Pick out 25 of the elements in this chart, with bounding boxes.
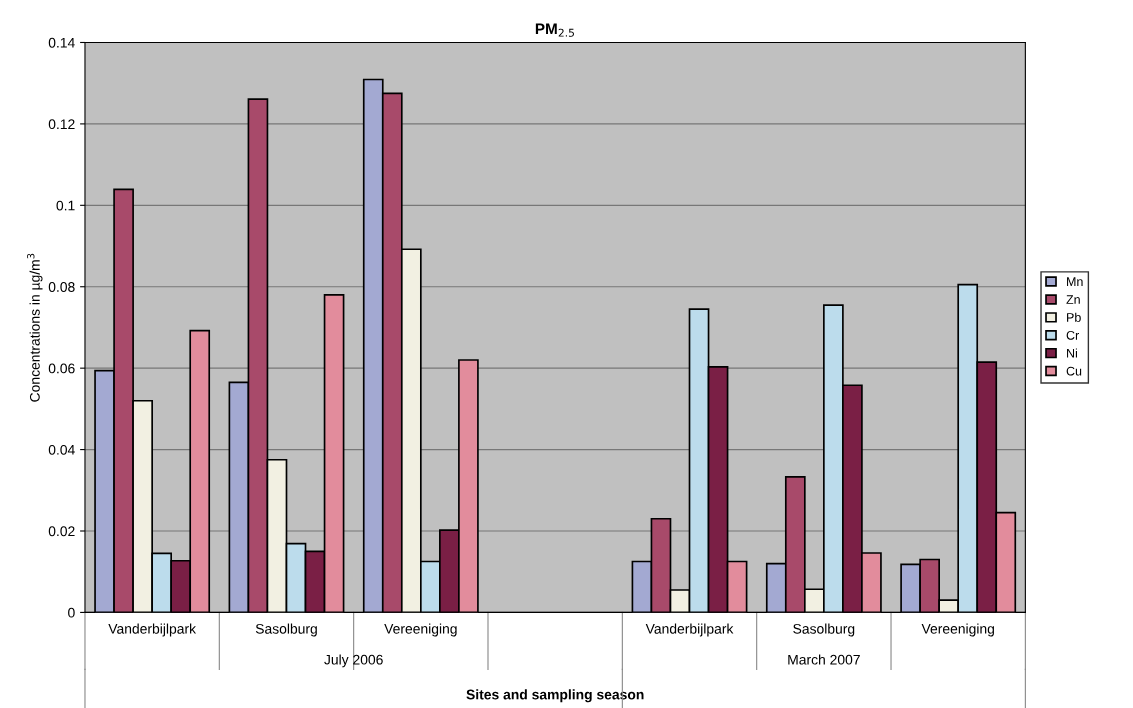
y-tick-label: 0 bbox=[68, 607, 75, 618]
y-tick-label: 0.1 bbox=[56, 200, 75, 211]
text: March 2007 bbox=[788, 654, 860, 665]
legend-label: Zn bbox=[1066, 295, 1080, 304]
y-tick-label: 0.06 bbox=[48, 363, 75, 374]
legend-label: Ni bbox=[1067, 348, 1077, 358]
chart-title: PM$_{2.5}$ bbox=[535, 23, 574, 37]
x-tick-label: Sasolburg bbox=[793, 623, 855, 637]
x-tick-label: Vereeniging bbox=[921, 623, 994, 637]
x-tick-label: Sasolburg bbox=[255, 623, 317, 637]
y-tick-label: 0.12 bbox=[48, 119, 75, 130]
x-tick-label: Vereeniging bbox=[384, 623, 457, 637]
x-axis-title: Sites and sampling season bbox=[466, 689, 644, 703]
x-tick-label: Vanderbijlpark bbox=[108, 623, 197, 637]
legend-label: Cu bbox=[1066, 366, 1082, 376]
text: July 2006 bbox=[324, 654, 383, 668]
y-axis-title: Concentrations in µg/m$^{3}$ bbox=[27, 253, 43, 402]
legend-label: Mn bbox=[1067, 277, 1083, 286]
y-tick-label: 0.08 bbox=[48, 282, 75, 292]
x-tick-label: Vanderbijlpark bbox=[645, 623, 734, 637]
legend-label: Cr bbox=[1066, 330, 1079, 340]
y-tick-label: 0.04 bbox=[48, 444, 75, 455]
legend-label: Pb bbox=[1067, 312, 1081, 322]
y-tick-label: 0.14 bbox=[48, 37, 75, 48]
y-tick-label: 0.02 bbox=[48, 526, 75, 537]
